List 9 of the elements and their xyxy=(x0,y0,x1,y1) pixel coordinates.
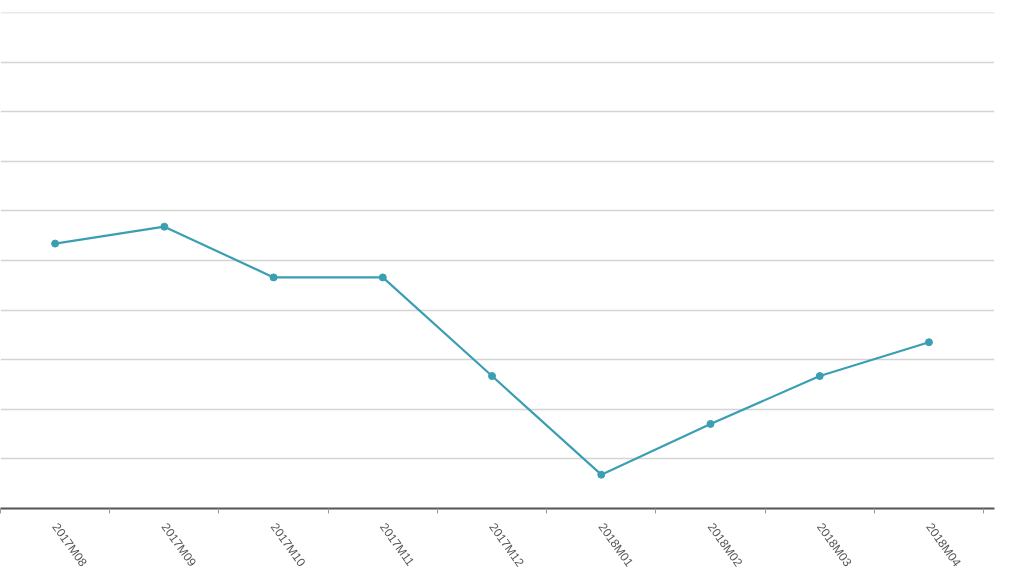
point xyxy=(488,372,497,381)
point xyxy=(378,273,387,282)
point xyxy=(269,273,278,282)
point xyxy=(160,222,169,231)
point xyxy=(815,372,824,381)
point xyxy=(924,338,933,347)
point xyxy=(597,470,606,479)
point xyxy=(51,239,60,248)
point xyxy=(706,419,715,428)
